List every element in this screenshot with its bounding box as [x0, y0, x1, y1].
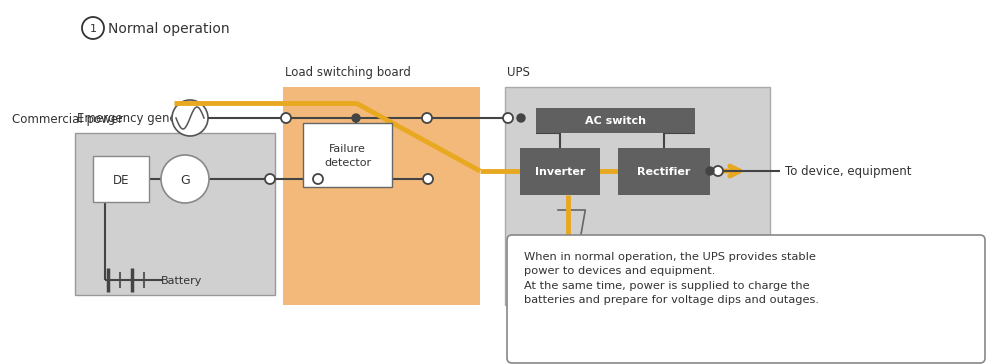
Bar — [505, 87, 770, 305]
Circle shape — [352, 114, 360, 122]
Bar — [75, 133, 275, 295]
Circle shape — [313, 174, 323, 184]
FancyBboxPatch shape — [507, 235, 985, 363]
Circle shape — [517, 114, 525, 122]
Circle shape — [161, 155, 209, 203]
Circle shape — [281, 113, 291, 123]
Text: Rectifier: Rectifier — [637, 167, 691, 177]
Bar — [283, 87, 480, 305]
Circle shape — [503, 113, 513, 123]
Circle shape — [713, 166, 723, 176]
Text: G: G — [180, 174, 190, 186]
Circle shape — [422, 113, 432, 123]
Text: Failure
detector: Failure detector — [324, 144, 371, 168]
Text: 1: 1 — [90, 24, 96, 33]
Text: Load switching board: Load switching board — [285, 66, 411, 79]
FancyBboxPatch shape — [93, 156, 149, 202]
Text: AC switch: AC switch — [585, 116, 646, 127]
Text: Commercial power: Commercial power — [12, 112, 123, 126]
Circle shape — [172, 100, 208, 136]
Text: DE: DE — [113, 174, 129, 186]
Text: Battery: Battery — [648, 251, 689, 261]
Text: Emergency generator: Emergency generator — [77, 112, 206, 125]
FancyBboxPatch shape — [536, 108, 695, 133]
Text: When in normal operation, the UPS provides stable
power to devices and equipment: When in normal operation, the UPS provid… — [524, 252, 819, 305]
Circle shape — [82, 17, 104, 39]
Text: UPS: UPS — [507, 66, 530, 79]
Text: Battery: Battery — [161, 276, 202, 286]
Circle shape — [423, 174, 433, 184]
Circle shape — [706, 167, 714, 175]
FancyBboxPatch shape — [520, 148, 600, 195]
Text: To device, equipment: To device, equipment — [785, 166, 912, 178]
Circle shape — [265, 174, 275, 184]
FancyBboxPatch shape — [618, 148, 710, 195]
FancyBboxPatch shape — [303, 123, 392, 187]
Text: Inverter: Inverter — [535, 167, 585, 177]
Text: Normal operation: Normal operation — [108, 21, 230, 36]
